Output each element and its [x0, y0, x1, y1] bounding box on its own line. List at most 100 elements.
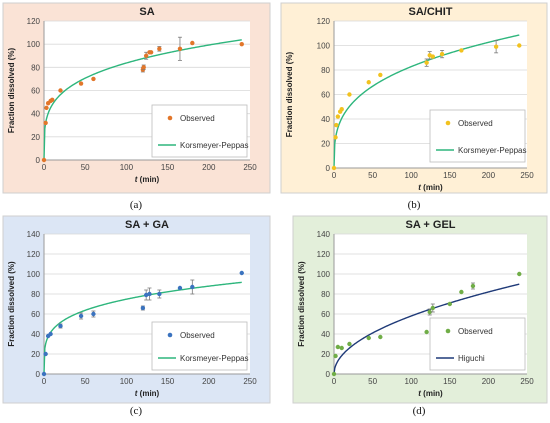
fit-curve	[333, 283, 520, 375]
observed-point	[239, 41, 244, 47]
y-axis-label: Fraction dissolved (%)	[7, 261, 16, 347]
legend-label-observed: Observed	[180, 114, 215, 123]
x-tick-label: 0	[332, 377, 337, 386]
chart-panel-3: 0 20 40 60 80 100 120 140 0 50 100 150 200 250 SA + GA…	[2, 215, 271, 417]
observed-point	[78, 81, 84, 86]
observed-point	[430, 54, 436, 59]
observed-point	[78, 313, 84, 319]
y-tick-label: 60	[31, 87, 40, 96]
x-tick-label: 150	[161, 377, 175, 386]
observed-point	[43, 351, 48, 357]
y-tick-label: 60	[321, 91, 330, 100]
y-tick-label: 120	[27, 17, 41, 26]
y-tick-label: 120	[317, 17, 331, 26]
y-axis-label: Fraction dissolved (%)	[7, 47, 16, 133]
observed-point	[470, 283, 476, 289]
x-axis-variable: t	[135, 389, 138, 398]
y-tick-label: 80	[31, 63, 40, 72]
fit-curve	[43, 39, 242, 161]
y-tick-label: 100	[27, 270, 41, 279]
observed-point	[459, 48, 464, 53]
x-axis-unit: (min)	[421, 389, 443, 398]
observed-point	[335, 344, 341, 350]
y-tick-label: 80	[31, 290, 40, 299]
observed-point	[331, 165, 337, 171]
legend-box	[151, 104, 248, 158]
observed-point	[91, 76, 96, 82]
x-tick-label: 100	[405, 377, 419, 386]
y-tick-label: 60	[321, 310, 330, 319]
y-tick-label: 140	[27, 230, 41, 239]
observed-point	[459, 289, 464, 295]
legend-marker-observed	[167, 115, 173, 121]
observed-point	[50, 97, 55, 102]
x-axis-unit: (min)	[137, 175, 159, 184]
chart-panel-1: 0 20 40 60 80 100 120 0 50 100 150 200 250 SA t (min) F…	[2, 2, 271, 211]
observed-point	[91, 311, 96, 317]
observed-point	[157, 291, 162, 297]
y-tick-label: 80	[321, 66, 330, 75]
legend-label-observed: Observed	[458, 327, 493, 336]
x-axis-variable: t	[135, 175, 138, 184]
observed-point	[347, 341, 352, 347]
chart-panel-2: 0 20 40 60 80 100 120 0 50 100 150 200 250 SA/CHIT t (…	[280, 2, 548, 211]
observed-point	[493, 44, 499, 49]
x-tick-label: 0	[42, 163, 47, 172]
observed-point	[58, 88, 63, 93]
x-axis-variable: t	[418, 183, 421, 192]
y-tick-label: 40	[31, 330, 40, 339]
observed-point	[447, 301, 452, 307]
x-axis-label: t (min)	[135, 175, 160, 184]
legend-label-observed: Observed	[180, 331, 215, 340]
y-tick-label: 40	[31, 110, 40, 119]
observed-point	[140, 305, 146, 311]
x-tick-label: 200	[202, 377, 216, 386]
legend-marker-observed	[445, 328, 451, 334]
panel-label: (b)	[408, 199, 421, 211]
y-tick-label: 120	[317, 250, 331, 259]
observed-point	[378, 334, 383, 340]
y-tick-label: 40	[321, 115, 330, 124]
observed-point	[347, 92, 352, 97]
x-axis-unit: (min)	[421, 183, 443, 192]
observed-point	[517, 43, 522, 48]
y-tick-label: 0	[326, 164, 331, 173]
observed-point	[378, 72, 383, 78]
y-tick-label: 0	[326, 370, 331, 379]
observed-point	[366, 335, 371, 341]
y-tick-label: 20	[31, 350, 40, 359]
fit-curve	[43, 281, 242, 375]
x-axis-variable: t	[418, 389, 421, 398]
legend-label-fit: Korsmeyer-Peppas	[458, 146, 526, 155]
chart-title: SA + GA	[125, 219, 169, 231]
chart-title: SA/CHIT	[409, 6, 453, 18]
observed-point	[333, 353, 338, 359]
y-tick-label: 20	[31, 133, 40, 142]
y-tick-label: 140	[317, 230, 331, 239]
x-tick-label: 150	[443, 171, 457, 180]
observed-point	[147, 291, 152, 297]
observed-point	[44, 105, 49, 111]
panel-label: (a)	[130, 199, 143, 211]
x-tick-label: 250	[243, 377, 257, 386]
x-tick-label: 200	[482, 171, 496, 180]
observed-point	[190, 284, 195, 290]
y-tick-label: 120	[27, 250, 41, 259]
x-axis-label: t (min)	[418, 389, 443, 398]
y-tick-label: 60	[31, 310, 40, 319]
x-tick-label: 50	[368, 377, 377, 386]
observed-point	[48, 331, 53, 337]
y-tick-label: 20	[321, 350, 330, 359]
x-axis-label: t (min)	[135, 389, 160, 398]
x-tick-label: 100	[120, 163, 134, 172]
chart-title: SA	[139, 6, 154, 18]
y-tick-label: 0	[36, 156, 41, 165]
legend-box	[429, 109, 526, 163]
x-axis-unit: (min)	[137, 389, 159, 398]
observed-point	[177, 46, 183, 51]
x-tick-label: 50	[81, 163, 90, 172]
panel-label: (d)	[413, 405, 426, 417]
legend-marker-observed	[445, 120, 451, 126]
observed-point	[43, 120, 48, 126]
x-tick-label: 250	[243, 163, 257, 172]
